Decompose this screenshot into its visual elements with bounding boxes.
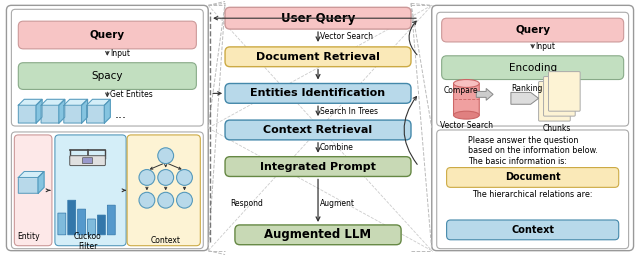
FancyBboxPatch shape [225,157,411,176]
FancyBboxPatch shape [108,205,115,235]
Text: Cuckoo
Filter: Cuckoo Filter [74,232,101,251]
Polygon shape [59,99,65,123]
FancyBboxPatch shape [447,168,619,187]
FancyBboxPatch shape [6,5,208,251]
Text: Input: Input [536,42,556,51]
FancyBboxPatch shape [225,120,411,140]
Polygon shape [38,172,44,193]
Text: Vector Search: Vector Search [440,121,493,130]
FancyBboxPatch shape [225,7,411,29]
Text: Context Retrieval: Context Retrieval [264,125,372,135]
Text: Chunks: Chunks [542,124,571,133]
Polygon shape [86,99,110,105]
FancyBboxPatch shape [127,135,200,246]
Polygon shape [511,92,539,104]
Polygon shape [476,88,493,100]
Polygon shape [104,99,110,123]
FancyBboxPatch shape [442,18,623,42]
Circle shape [158,148,173,164]
FancyBboxPatch shape [235,225,401,245]
Text: Context: Context [150,236,180,245]
Text: Input: Input [110,49,131,58]
Text: Compare: Compare [444,86,478,95]
Text: Encoding: Encoding [509,63,557,73]
FancyBboxPatch shape [19,105,36,123]
Text: Ranking: Ranking [511,84,542,93]
Text: Context: Context [511,225,554,235]
FancyBboxPatch shape [70,156,106,166]
FancyBboxPatch shape [41,105,59,123]
Text: Get Entites: Get Entites [110,90,153,99]
FancyBboxPatch shape [97,215,106,235]
Polygon shape [41,99,65,105]
FancyBboxPatch shape [225,83,411,103]
FancyBboxPatch shape [548,72,580,111]
Ellipse shape [454,80,479,88]
Text: User Query: User Query [281,12,355,25]
Polygon shape [36,99,42,123]
Text: Query: Query [90,30,125,40]
FancyBboxPatch shape [12,9,204,126]
Circle shape [139,192,155,208]
Polygon shape [82,99,88,123]
Text: ...: ... [115,108,126,121]
FancyBboxPatch shape [447,220,619,240]
Text: Document Retrieval: Document Retrieval [256,52,380,62]
Text: Entity: Entity [17,232,40,241]
FancyBboxPatch shape [64,105,82,123]
FancyBboxPatch shape [19,63,196,89]
FancyBboxPatch shape [58,213,66,235]
Circle shape [139,169,155,185]
FancyBboxPatch shape [436,12,628,126]
FancyBboxPatch shape [19,177,38,193]
Circle shape [158,192,173,208]
FancyBboxPatch shape [454,83,479,115]
Text: Augmented LLM: Augmented LLM [264,228,372,241]
Text: Augment: Augment [320,199,355,208]
FancyBboxPatch shape [88,219,95,235]
Text: Integrated Prompt: Integrated Prompt [260,162,376,172]
Text: Combine: Combine [320,143,354,152]
Text: The hierarchical relations are:: The hierarchical relations are: [472,190,593,199]
Polygon shape [64,99,88,105]
FancyBboxPatch shape [55,135,126,246]
Ellipse shape [454,111,479,119]
Text: Query: Query [515,25,550,35]
FancyBboxPatch shape [225,47,411,67]
FancyBboxPatch shape [539,81,570,121]
FancyBboxPatch shape [19,21,196,49]
FancyBboxPatch shape [68,200,76,235]
FancyBboxPatch shape [14,135,52,246]
FancyBboxPatch shape [86,105,104,123]
FancyBboxPatch shape [432,5,634,251]
Text: Vector Search: Vector Search [320,33,373,41]
Text: Document: Document [505,173,561,183]
FancyBboxPatch shape [543,77,575,116]
FancyBboxPatch shape [436,130,628,249]
Text: Spacy: Spacy [92,71,123,81]
Text: Please answer the question
based on the information below.
The basic information: Please answer the question based on the … [468,136,598,166]
FancyBboxPatch shape [83,158,93,164]
FancyBboxPatch shape [12,132,204,249]
Circle shape [158,169,173,185]
Text: Entities Identification: Entities Identification [250,88,385,98]
Text: Respond: Respond [230,199,263,208]
FancyBboxPatch shape [77,209,86,235]
Text: Search In Trees: Search In Trees [320,107,378,116]
Polygon shape [19,172,44,177]
FancyBboxPatch shape [442,56,623,80]
Circle shape [177,169,193,185]
Circle shape [177,192,193,208]
Polygon shape [19,99,42,105]
